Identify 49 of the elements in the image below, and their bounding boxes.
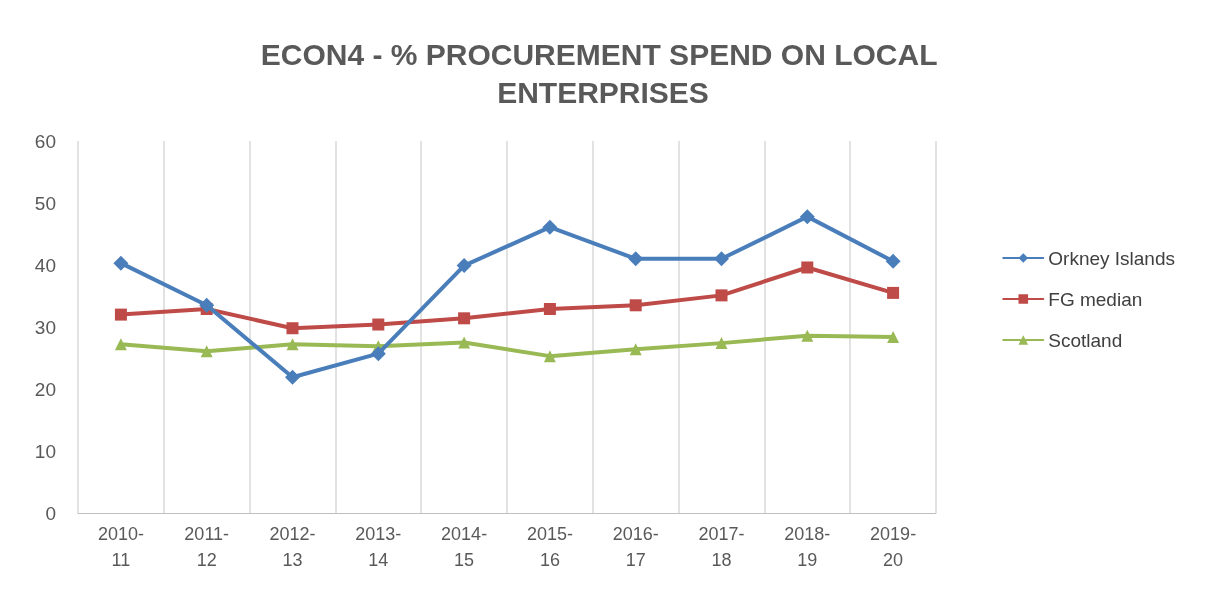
point [887,286,900,299]
legend-label: FG median [1048,288,1143,310]
x-tick-label: 2013-14 [355,524,402,570]
point [543,303,556,316]
y-tick-label: 20 [34,378,56,400]
y-tick-label: 10 [34,440,56,462]
y-tick-label: 50 [34,192,56,214]
chart-title: ECON4 - % PROCUREMENT SPEND ON LOCAL ENTERPRISES [260,37,946,109]
point [887,330,900,343]
point [458,312,471,325]
x-tick-label: 2019-20 [870,524,917,570]
point [458,336,471,349]
x-tick-label: 2016-17 [612,524,659,570]
point [885,253,901,269]
point [628,251,644,267]
y-tick-label: 0 [45,502,56,524]
x-tick-label: 2010-11 [97,524,144,570]
point [714,251,729,267]
point [286,322,299,335]
y-tick-label: 40 [34,254,56,276]
point [200,345,213,358]
point [113,255,129,271]
point [372,318,385,331]
x-tick-label: 2011-12 [184,524,230,570]
x-tick-label: 2018-19 [784,524,831,570]
legend-label: Orkney Islands [1048,247,1176,269]
point [629,343,642,356]
point [286,338,299,351]
point [801,261,814,274]
y-tick-label: 60 [34,130,56,152]
x-tick-label: 2012-13 [269,524,316,570]
point [799,209,815,225]
point [285,369,300,385]
point [543,350,556,363]
point [715,337,728,350]
point [199,297,215,313]
point [114,338,127,351]
point [715,289,728,302]
point [370,346,386,362]
point [114,308,127,321]
point [542,219,558,235]
x-tick-label: 2014-15 [441,524,488,570]
x-tick-label: 2017-18 [698,524,745,570]
point [629,299,642,312]
point [801,329,814,342]
y-tick-label: 30 [34,316,56,338]
x-tick-label: 2015-16 [526,524,573,570]
point [456,258,472,274]
legend-label: Scotland [1048,329,1123,351]
